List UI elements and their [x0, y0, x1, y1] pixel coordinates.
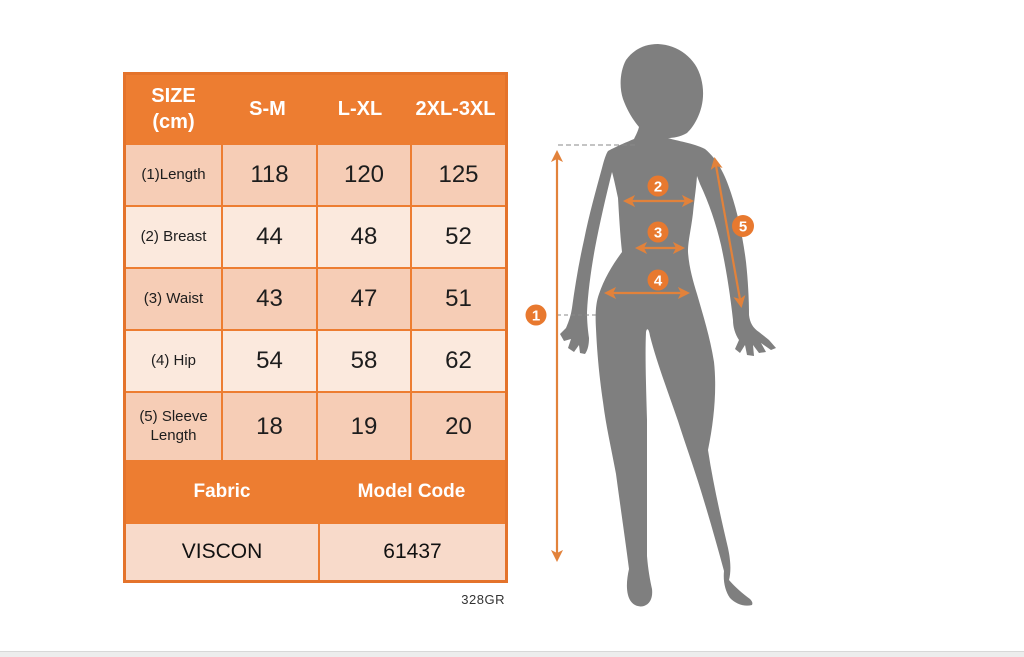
length-value-2xl3xl: 125 — [412, 145, 505, 205]
breast-value-2xl3xl: 52 — [412, 207, 505, 267]
table-row-hip: (4) Hip 54 58 62 — [126, 331, 505, 391]
table-row-waist: (3) Waist 43 47 51 — [126, 269, 505, 329]
weight-note: 328GR — [461, 592, 505, 607]
sleeve-value-2xl3xl: 20 — [412, 393, 505, 460]
waist-value-2xl3xl: 51 — [412, 269, 505, 329]
measure-point-1-label: 1 — [532, 308, 540, 325]
column-header-lxl: L-XL — [314, 75, 406, 143]
sleeve-arrow — [710, 157, 746, 308]
row-label-sleeve-length: (5) Sleeve Length — [126, 393, 221, 460]
measure-point-5-label: 5 — [739, 219, 747, 236]
size-chart-table: SIZE (cm) S-M L-XL 2XL-3XL (1)Length 118… — [123, 72, 508, 583]
measure-point-2-label: 2 — [654, 179, 662, 196]
row-label-hip: (4) Hip — [126, 331, 221, 391]
waist-value-lxl: 47 — [318, 269, 410, 329]
row-label-length: (1)Length — [126, 145, 221, 205]
breast-value-sm: 44 — [223, 207, 316, 267]
bottom-edge-strip — [0, 651, 1024, 657]
measure-point-5: 5 — [732, 215, 754, 237]
length-value-lxl: 120 — [318, 145, 410, 205]
measure-point-3-label: 3 — [654, 225, 662, 242]
fabric-value: VISCON — [126, 524, 318, 580]
sleeve-value-lxl: 19 — [318, 393, 410, 460]
size-cm-header: SIZE (cm) — [126, 75, 221, 143]
fabric-header-label: Fabric — [126, 462, 318, 522]
fabric-value-row: VISCON 61437 — [126, 524, 505, 580]
length-value-sm: 118 — [223, 145, 316, 205]
table-header-row: SIZE (cm) S-M L-XL 2XL-3XL — [126, 75, 505, 143]
fabric-header-row: Fabric Model Code — [126, 462, 505, 522]
row-label-waist: (3) Waist — [126, 269, 221, 329]
measure-point-3: 3 — [647, 221, 669, 243]
sleeve-value-sm: 18 — [223, 393, 316, 460]
table-row-length: (1)Length 118 120 125 — [126, 145, 505, 205]
table-row-breast: (2) Breast 44 48 52 — [126, 207, 505, 267]
woman-silhouette — [560, 44, 776, 607]
model-code-value: 61437 — [320, 524, 505, 580]
hip-value-2xl3xl: 62 — [412, 331, 505, 391]
hip-value-lxl: 58 — [318, 331, 410, 391]
hip-value-sm: 54 — [223, 331, 316, 391]
model-code-header-label: Model Code — [318, 462, 505, 522]
breast-value-lxl: 48 — [318, 207, 410, 267]
measure-point-4: 4 — [647, 269, 669, 291]
row-label-breast: (2) Breast — [126, 207, 221, 267]
measure-point-2: 2 — [647, 175, 669, 197]
waist-value-sm: 43 — [223, 269, 316, 329]
measure-point-1: 1 — [525, 304, 547, 326]
measure-point-4-label: 4 — [654, 273, 663, 290]
table-row-sleeve-length: (5) Sleeve Length 18 19 20 — [126, 393, 505, 460]
column-header-sm: S-M — [221, 75, 314, 143]
column-header-2xl3xl: 2XL-3XL — [406, 75, 505, 143]
